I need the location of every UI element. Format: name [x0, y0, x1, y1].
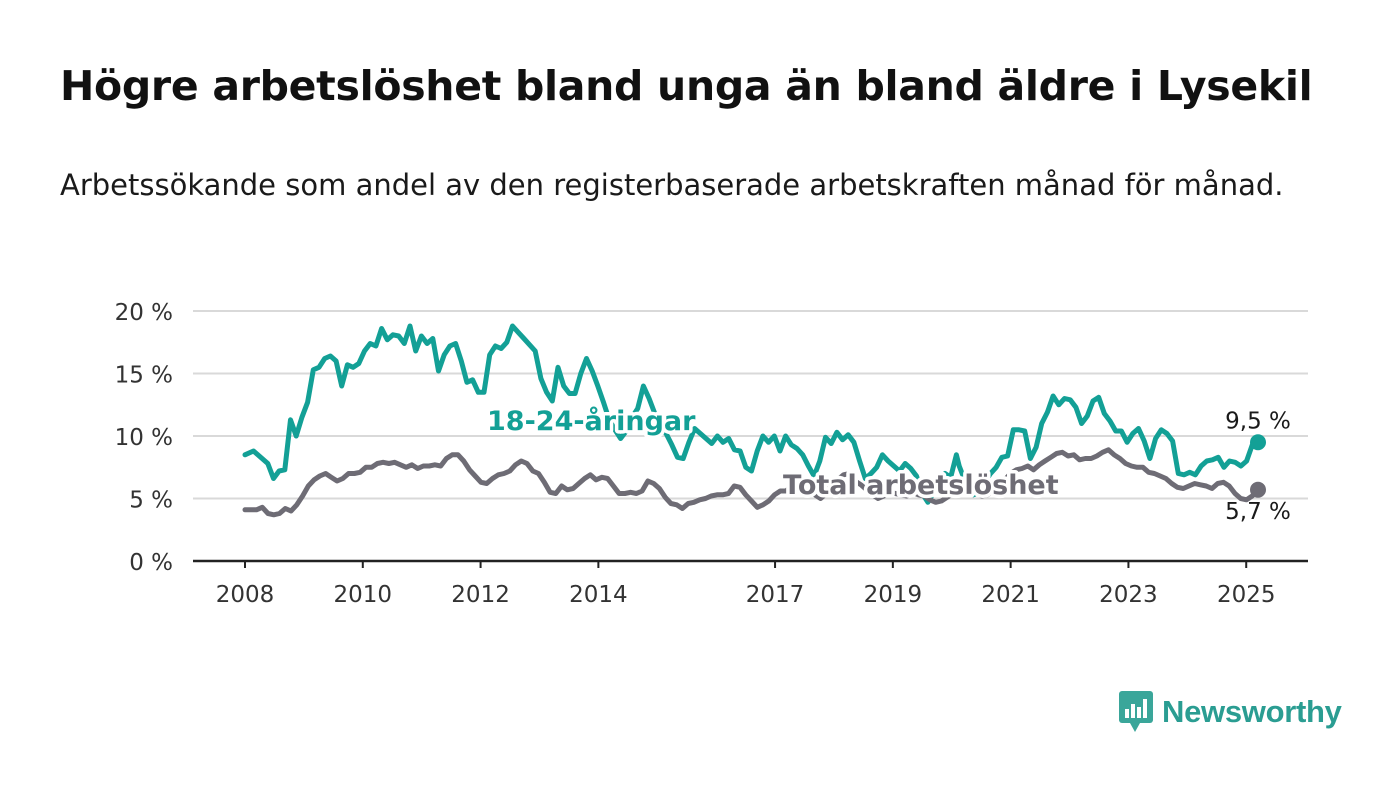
chart-subtitle: Arbetssökande som andel av den registerb… [60, 168, 1284, 202]
series-labels: 9,5 % 5,7 % 18-24-åringar Total arbetslöshe… [484, 402, 1291, 525]
x-tick-label: 2021 [981, 582, 1040, 608]
brand-name: Newsworthy [1162, 694, 1342, 729]
y-tick-label: 15 % [115, 363, 173, 389]
total-series-label: Total arbetslöshet [783, 470, 1059, 501]
x-axis: 2008 2010 2012 2014 2017 2019 2021 2023 2025 [216, 561, 1276, 608]
x-tick-label: 2025 [1217, 582, 1276, 608]
youth-end-value-label: 9,5 % [1225, 408, 1291, 434]
x-tick-label: 2019 [864, 582, 923, 608]
y-tick-label: 0 % [129, 550, 173, 576]
y-axis-labels: 0 % 5 % 10 % 15 % 20 % [115, 300, 173, 576]
y-tick-label: 20 % [115, 300, 173, 326]
x-tick-label: 2010 [334, 582, 393, 608]
x-tick-label: 2023 [1099, 582, 1158, 608]
total-end-value-label: 5,7 % [1225, 499, 1291, 525]
y-tick-label: 5 % [129, 488, 173, 514]
y-tick-label: 10 % [115, 425, 173, 451]
x-tick-label: 2012 [451, 582, 510, 608]
chart-title: Högre arbetslöshet bland unga än bland ä… [60, 62, 1313, 110]
total-series-line [242, 447, 1261, 518]
series-lines [242, 323, 1261, 518]
x-tick-label: 2008 [216, 582, 275, 608]
total-end-marker [1250, 481, 1266, 498]
x-tick-label: 2014 [569, 582, 628, 608]
youth-series-line [242, 323, 1261, 505]
newsworthy-logo-icon [1119, 691, 1153, 732]
youth-series-label: 18-24-åringar [487, 405, 696, 437]
youth-end-marker [1250, 434, 1266, 451]
x-tick-label: 2017 [746, 582, 805, 608]
brand-logo: Newsworthy [1118, 690, 1342, 734]
